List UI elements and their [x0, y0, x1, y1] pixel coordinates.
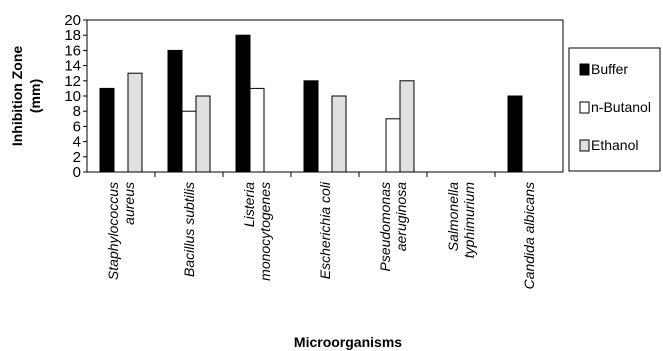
legend-swatch [579, 101, 590, 114]
x-axis [154, 172, 496, 177]
y-axis-title-line-2: (mm) [27, 79, 43, 113]
bar-buffer [235, 34, 251, 173]
category-label: aeruginosa [393, 182, 409, 251]
bar-ethanol [399, 80, 415, 173]
y-tick-label: 0 [73, 164, 81, 181]
legend: Buffer n-Butanol Ethanol [568, 47, 661, 172]
y-tick-label: 2 [73, 149, 81, 166]
y-axis-title-line-1: Inhibition Zone [9, 46, 25, 147]
category-label: typhimurium [461, 182, 477, 259]
legend-swatch [579, 139, 590, 152]
bar-buffer [303, 80, 319, 173]
y-tick-label: 8 [73, 103, 81, 120]
bar-buffer [99, 87, 115, 173]
y-tick-label: 14 [64, 58, 81, 75]
y-tick-label: 16 [64, 42, 81, 59]
y-tick-label: 18 [64, 27, 81, 44]
y-tick-label: 4 [73, 134, 81, 151]
y-axis-title: Inhibition Zone (mm) [9, 46, 43, 147]
bar-n-butanol [249, 87, 265, 173]
bar-ethanol [331, 95, 347, 173]
plot-frame [86, 19, 564, 173]
y-tick-label: 10 [64, 88, 81, 105]
legend-swatch [579, 63, 590, 76]
category-labels: Staphylococcus aureus Bacillus subtilis Lis… [105, 181, 537, 289]
bar-n-butanol [181, 110, 197, 173]
category-label: Bacillus subtilis [181, 182, 197, 277]
y-tick-label: 6 [73, 118, 81, 135]
bars [99, 34, 523, 173]
category-label: Staphylococcus [105, 182, 121, 280]
bar-ethanol [127, 72, 143, 173]
y-tick-label: 12 [64, 73, 81, 90]
category-label: aureus [121, 182, 137, 225]
category-label: Listeria [241, 182, 257, 227]
category-label: Pseudomonas [377, 182, 393, 272]
category-label: Salmonella [445, 182, 461, 251]
bar-n-butanol [385, 118, 401, 173]
y-tick-label: 20 [64, 12, 81, 29]
category-label: monocytogenes [257, 182, 273, 281]
category-label: Escherichia coli [317, 181, 333, 279]
bar-ethanol [195, 95, 211, 173]
legend-label: Buffer [591, 61, 628, 77]
x-axis-title: Microorganisms [294, 334, 402, 350]
legend-label: n-Butanol [591, 99, 651, 115]
legend-label: Ethanol [591, 137, 638, 153]
bar-buffer [167, 49, 183, 173]
bar-buffer [507, 95, 523, 173]
category-label: Candida albicans [521, 182, 537, 289]
